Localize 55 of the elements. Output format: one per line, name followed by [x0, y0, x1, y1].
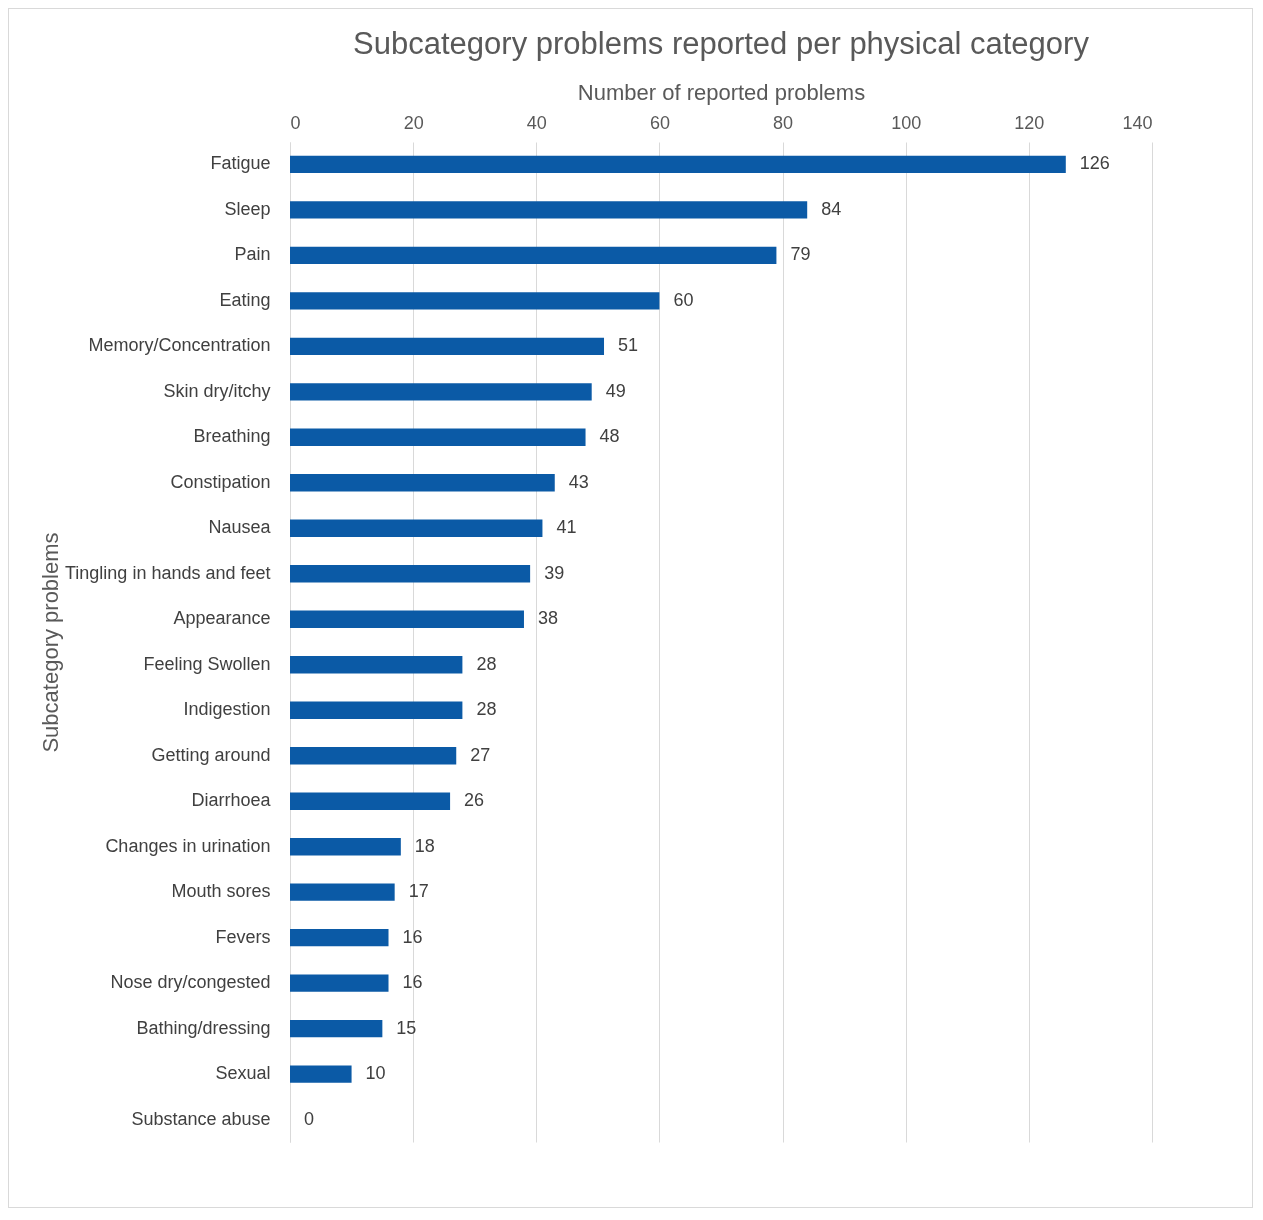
- y-tick-label: Appearance: [173, 608, 271, 629]
- y-axis-title: Subcategory problems: [37, 532, 63, 753]
- x-tick-label: 140: [1122, 112, 1153, 133]
- data-label: 49: [605, 380, 626, 401]
- data-label: 28: [476, 653, 497, 674]
- y-tick-label: Memory/Concentration: [88, 335, 271, 356]
- data-label: 51: [618, 335, 639, 356]
- y-tick-label: Fevers: [215, 926, 271, 947]
- data-label: 10: [365, 1063, 386, 1084]
- y-tick-label: Getting around: [151, 744, 271, 765]
- x-tick-label: 20: [403, 112, 424, 133]
- data-label: 43: [568, 471, 589, 492]
- data-label: 28: [476, 699, 497, 720]
- x-tick-label: 100: [891, 112, 922, 133]
- y-tick-label: Feeling Swollen: [143, 653, 271, 674]
- data-label: 38: [537, 608, 558, 629]
- y-tick-label: Sexual: [215, 1063, 271, 1084]
- data-label: 26: [464, 790, 485, 811]
- y-tick-label: Substance abuse: [131, 1108, 271, 1129]
- y-tick-label: Bathing/dressing: [136, 1017, 271, 1038]
- y-tick-label: Indigestion: [183, 699, 271, 720]
- data-label: 18: [414, 835, 435, 856]
- y-tick-label: Diarrhoea: [191, 790, 272, 811]
- data-label: 15: [396, 1017, 417, 1038]
- data-label: 60: [673, 289, 694, 310]
- data-label: 16: [402, 926, 423, 947]
- y-tick-label: Pain: [234, 244, 271, 265]
- y-tick-label: Nausea: [208, 517, 272, 538]
- y-tick-label: Nose dry/congested: [110, 972, 271, 993]
- y-tick-label: Skin dry/itchy: [163, 380, 271, 401]
- y-tick-label: Constipation: [170, 471, 271, 492]
- y-tick-label: Changes in urination: [105, 835, 271, 856]
- data-label: 84: [821, 198, 842, 219]
- y-tick-label: Breathing: [193, 426, 271, 447]
- data-label: 48: [599, 426, 620, 447]
- x-tick-label: 0: [290, 112, 301, 133]
- y-tick-label: Fatigue: [210, 153, 271, 174]
- x-tick-label: 80: [773, 112, 794, 133]
- data-label: 0: [304, 1108, 315, 1129]
- y-tick-label: Mouth sores: [171, 881, 271, 902]
- x-axis-title: Number of reported problems: [577, 79, 866, 105]
- data-label: 41: [556, 517, 577, 538]
- data-label: 17: [408, 881, 429, 902]
- y-tick-label: Eating: [219, 289, 271, 310]
- data-label: 39: [544, 562, 565, 583]
- x-tick-label: 60: [649, 112, 670, 133]
- data-label: 79: [790, 244, 811, 265]
- x-tick-label: 120: [1014, 112, 1045, 133]
- y-tick-label: Tingling in hands and feet: [65, 562, 271, 583]
- data-label: 27: [470, 744, 491, 765]
- y-tick-label: Sleep: [224, 198, 271, 219]
- chart-title: Subcategory problems reported per physical category: [353, 26, 1090, 61]
- data-label: 16: [402, 972, 423, 993]
- data-label: 126: [1079, 153, 1110, 174]
- x-tick-label: 40: [526, 112, 547, 133]
